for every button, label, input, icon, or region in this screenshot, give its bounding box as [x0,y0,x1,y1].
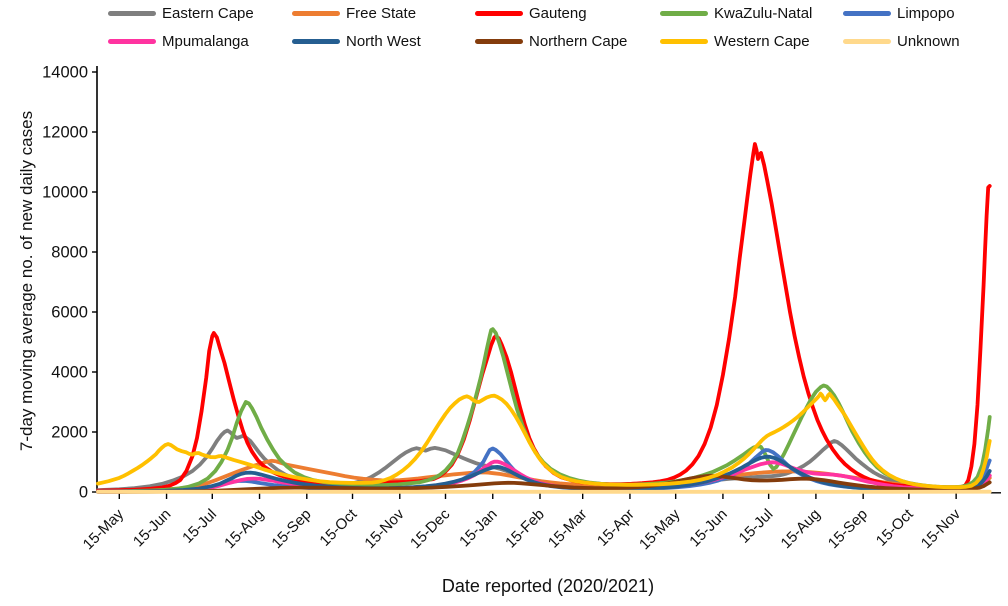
x-tick-label: 15-Feb [502,506,548,552]
legend-item-free-state: Free State [292,4,417,22]
y-tick-label: 6000 [51,304,88,322]
legend-item-mpumalanga: Mpumalanga [108,32,249,50]
y-tick-label: 12000 [42,124,88,142]
y-tick-label: 10000 [42,184,88,202]
legend-label: Unknown [897,32,960,50]
x-tick-label: 15-Dec [407,505,454,552]
legend-swatch-mpumalanga [108,38,156,44]
x-tick-label: 15-Aug [221,506,267,552]
x-tick-label: 15-Nov [361,505,408,552]
legend-item-gauteng: Gauteng [475,4,587,22]
x-tick-label: 15-Jun [130,506,174,550]
legend-label: Northern Cape [529,32,628,50]
x-tick-label: 15-Sep [268,506,314,552]
legend-swatch-eastern-cape [108,10,156,16]
legend-item-eastern-cape: Eastern Cape [108,4,254,22]
legend-swatch-western-cape [660,38,708,44]
x-tick-label: 15-Nov [918,505,965,552]
legend-label: Limpopo [897,4,955,22]
x-tick-label: 15-Aug [778,506,824,552]
legend-item-limpopo: Limpopo [843,4,955,22]
legend-label: Gauteng [529,4,587,22]
x-tick-label: 15-Mar [545,506,591,552]
y-tick-label: 14000 [42,64,88,82]
x-tick-label: 15-May [80,505,128,553]
legend-swatch-kwazulu-natal [660,10,708,16]
legend-swatch-northern-cape [475,38,523,44]
chart-legend: Eastern Cape Free State Gauteng KwaZulu-Nat… [0,0,1008,56]
x-axis-title: Date reported (2020/2021) [441,576,655,596]
x-tick-label: 15-Jul [179,506,220,547]
legend-item-unknown: Unknown [843,32,960,50]
x-tick-label: 15-Oct [316,505,360,549]
legend-swatch-north-west [292,38,340,44]
legend-label: Eastern Cape [162,4,254,22]
legend-item-kwazulu-natal: KwaZulu-Natal [660,4,813,22]
legend-label: Free State [346,4,417,22]
legend-item-northern-cape: Northern Cape [475,32,628,50]
y-axis-title: 7-day moving average no. of new daily ca… [17,110,36,452]
legend-label: Mpumalanga [162,32,249,50]
legend-label: Western Cape [714,32,810,50]
x-tick-label: 15-Oct [873,505,917,549]
legend-item-north-west: North West [292,32,421,50]
legend-label: KwaZulu-Natal [714,4,813,22]
legend-swatch-gauteng [475,10,523,16]
y-tick-label: 8000 [51,244,88,262]
legend-swatch-free-state [292,10,340,16]
legend-item-western-cape: Western Cape [660,32,810,50]
x-tick-label: 15-May [636,505,684,553]
x-tick-label: 15-Jan [456,506,500,550]
x-tick-label: 15-Jun [686,506,730,550]
x-tick-label: 15-Sep [825,506,871,552]
y-tick-label: 0 [79,484,88,502]
x-tick-label: 15-Apr [594,506,638,550]
series-line-western-cape [96,391,992,490]
y-tick-label: 4000 [51,364,88,382]
x-tick-label: 15-Jul [736,506,777,547]
legend-label: North West [346,32,421,50]
legend-swatch-limpopo [843,10,891,16]
series-line-kwazulu-natal [96,327,992,494]
y-tick-label: 2000 [51,424,88,442]
legend-swatch-unknown [843,38,891,44]
